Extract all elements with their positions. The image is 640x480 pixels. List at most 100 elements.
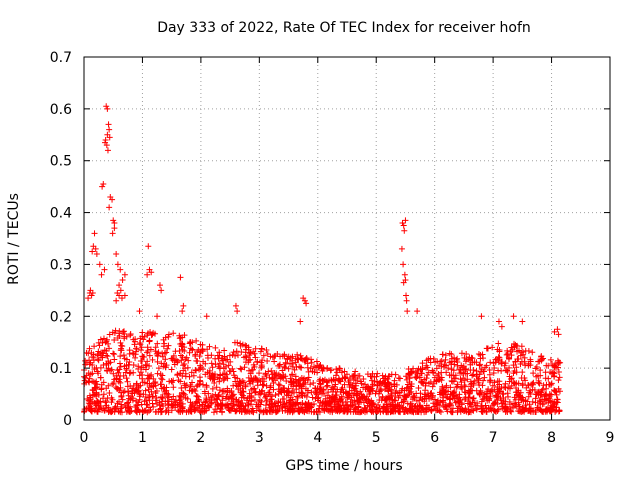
data-point [408,408,415,415]
data-point [217,372,224,379]
data-point [111,356,118,363]
data-point [130,369,137,376]
data-point [405,370,412,377]
data-point [416,374,423,381]
data-point [435,376,442,383]
data-point [258,388,265,395]
data-point [263,372,270,379]
data-point [216,378,223,385]
data-point [508,382,515,389]
data-point [328,377,335,384]
data-point [391,377,398,384]
data-point [199,381,206,388]
data-point [478,313,485,320]
data-point [474,377,481,384]
data-point [125,408,132,415]
data-point [170,352,177,359]
data-point [382,408,389,415]
data-point [102,399,109,406]
data-point [555,331,562,338]
data-point [175,407,182,414]
data-point [237,365,244,372]
data-point [106,331,113,338]
data-point [527,405,534,412]
data-point [239,385,246,392]
data-point [485,386,492,393]
x-tick-label: 5 [372,430,381,446]
data-point [529,398,536,405]
data-point [100,405,107,412]
data-point [199,403,206,410]
data-point [121,271,128,278]
data-point [502,404,509,411]
data-point [156,402,163,409]
data-point [139,407,146,414]
data-point [91,343,98,350]
data-point [435,370,442,377]
data-point [177,370,184,377]
data-point [458,362,465,369]
data-point [101,266,108,273]
data-point [95,406,102,413]
data-point [344,401,351,408]
data-point [179,346,186,353]
data-point [89,392,96,399]
data-point [258,364,265,371]
data-point [102,136,109,143]
data-point [126,361,133,368]
data-point [526,389,533,396]
data-point [148,388,155,395]
data-point [388,371,395,378]
data-point [178,343,185,350]
data-point [547,393,554,400]
data-point [211,379,218,386]
grid-lines [84,57,610,420]
data-point [188,369,195,376]
data-point [368,385,375,392]
data-point [314,395,321,402]
data-point [159,394,166,401]
data-point [116,292,123,299]
data-point [353,409,360,416]
data-point [432,359,439,366]
data-point [110,380,117,387]
data-point [307,365,314,372]
data-point [430,355,437,362]
data-point [162,334,169,341]
data-point [516,392,523,399]
y-tick-label: 0 [63,413,72,429]
data-point [232,352,239,359]
data-point [467,361,474,368]
data-point [446,372,453,379]
data-point [451,358,458,365]
data-point [162,364,169,371]
data-point [534,372,541,379]
data-point [269,354,276,361]
data-point [339,375,346,382]
data-point [467,378,474,385]
data-point [225,362,232,369]
data-point [102,139,109,146]
data-point [465,398,472,405]
data-point [498,359,505,366]
data-point [413,397,420,404]
data-point [529,380,536,387]
data-point [507,408,514,415]
data-point [385,401,392,408]
data-point [135,366,142,373]
data-point [555,377,562,384]
data-point [204,402,211,409]
data-point [403,292,410,299]
data-point [491,407,498,414]
data-point [106,126,113,133]
data-point [413,390,420,397]
data-point [442,356,449,363]
data-point [419,366,426,373]
data-point [554,326,561,333]
data-point [496,347,503,354]
data-point [292,355,299,362]
data-point [487,405,494,412]
data-point [448,351,455,358]
data-point [250,361,257,368]
data-point [133,408,140,415]
